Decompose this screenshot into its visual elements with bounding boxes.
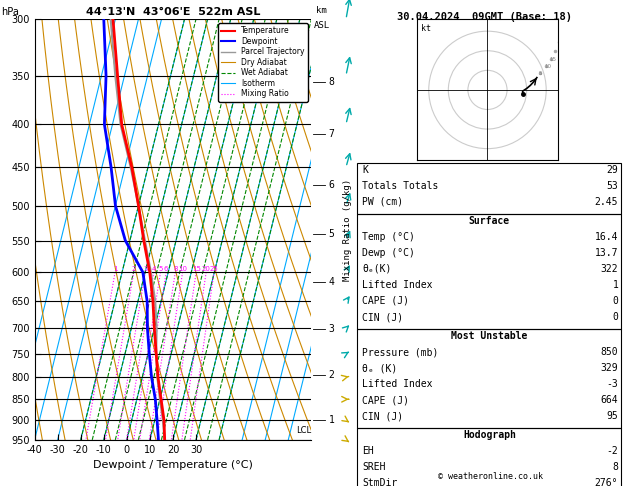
Text: 2: 2 [131, 266, 136, 272]
Text: 322: 322 [601, 264, 618, 274]
Text: 0: 0 [613, 296, 618, 306]
Text: θₑ (K): θₑ (K) [362, 363, 398, 373]
Text: 0: 0 [613, 312, 618, 322]
Text: 5: 5 [538, 71, 542, 76]
Text: ASL: ASL [314, 21, 330, 30]
Text: 13.7: 13.7 [595, 248, 618, 258]
Text: CIN (J): CIN (J) [362, 312, 403, 322]
Text: 2.45: 2.45 [595, 197, 618, 207]
Text: 20: 20 [202, 266, 211, 272]
X-axis label: Dewpoint / Temperature (°C): Dewpoint / Temperature (°C) [93, 460, 253, 470]
Text: Pressure (mb): Pressure (mb) [362, 347, 438, 357]
Text: CIN (J): CIN (J) [362, 411, 403, 421]
Text: -3: -3 [606, 379, 618, 389]
Text: 2: 2 [329, 370, 335, 380]
Title: 44°13'N  43°06'E  522m ASL: 44°13'N 43°06'E 522m ASL [86, 7, 260, 17]
Text: 5: 5 [159, 266, 163, 272]
Text: 30.04.2024  09GMT (Base: 18): 30.04.2024 09GMT (Base: 18) [397, 12, 572, 22]
Text: PW (cm): PW (cm) [362, 197, 403, 207]
Text: Lifted Index: Lifted Index [362, 379, 433, 389]
Text: CAPE (J): CAPE (J) [362, 296, 409, 306]
Text: 10: 10 [544, 65, 552, 69]
Text: Most Unstable: Most Unstable [451, 331, 528, 341]
Text: 329: 329 [601, 363, 618, 373]
Text: © weatheronline.co.uk: © weatheronline.co.uk [438, 472, 543, 481]
Text: kt: kt [421, 24, 431, 33]
Text: 1: 1 [113, 266, 117, 272]
Text: 6: 6 [329, 180, 335, 190]
Text: SREH: SREH [362, 462, 386, 472]
Text: 29: 29 [606, 165, 618, 175]
Legend: Temperature, Dewpoint, Parcel Trajectory, Dry Adiabat, Wet Adiabat, Isotherm, Mi: Temperature, Dewpoint, Parcel Trajectory… [218, 23, 308, 102]
Text: 1: 1 [329, 415, 335, 425]
Text: Dewp (°C): Dewp (°C) [362, 248, 415, 258]
Text: Mixing Ratio (g/kg): Mixing Ratio (g/kg) [343, 178, 352, 281]
Text: 8: 8 [329, 77, 335, 87]
Text: LCL: LCL [296, 426, 311, 434]
Text: CAPE (J): CAPE (J) [362, 395, 409, 405]
Text: EH: EH [362, 446, 374, 456]
Text: 16.4: 16.4 [595, 232, 618, 242]
Text: 53: 53 [606, 181, 618, 191]
Text: 15: 15 [550, 57, 557, 62]
Text: 10: 10 [178, 266, 187, 272]
Text: 4: 4 [152, 266, 156, 272]
Text: 664: 664 [601, 395, 618, 405]
Text: Totals Totals: Totals Totals [362, 181, 438, 191]
Text: Lifted Index: Lifted Index [362, 280, 433, 290]
Text: 7: 7 [329, 129, 335, 139]
Text: 4: 4 [329, 277, 335, 287]
Text: km: km [316, 6, 327, 15]
Text: Hodograph: Hodograph [463, 430, 516, 440]
Text: 3: 3 [143, 266, 148, 272]
Text: 3: 3 [329, 324, 335, 334]
Text: Temp (°C): Temp (°C) [362, 232, 415, 242]
Text: K: K [362, 165, 368, 175]
Text: 95: 95 [606, 411, 618, 421]
Text: -2: -2 [606, 446, 618, 456]
Text: 25: 25 [209, 266, 218, 272]
Text: θₑ(K): θₑ(K) [362, 264, 392, 274]
Text: hPa: hPa [1, 7, 19, 17]
Text: 850: 850 [601, 347, 618, 357]
Text: 8: 8 [613, 462, 618, 472]
Text: 276°: 276° [595, 478, 618, 486]
Text: 8: 8 [173, 266, 177, 272]
Text: StmDir: StmDir [362, 478, 398, 486]
Text: 1: 1 [613, 280, 618, 290]
Text: 5: 5 [329, 229, 335, 239]
Text: 15: 15 [192, 266, 201, 272]
Text: Surface: Surface [469, 216, 510, 226]
Text: 6: 6 [164, 266, 169, 272]
